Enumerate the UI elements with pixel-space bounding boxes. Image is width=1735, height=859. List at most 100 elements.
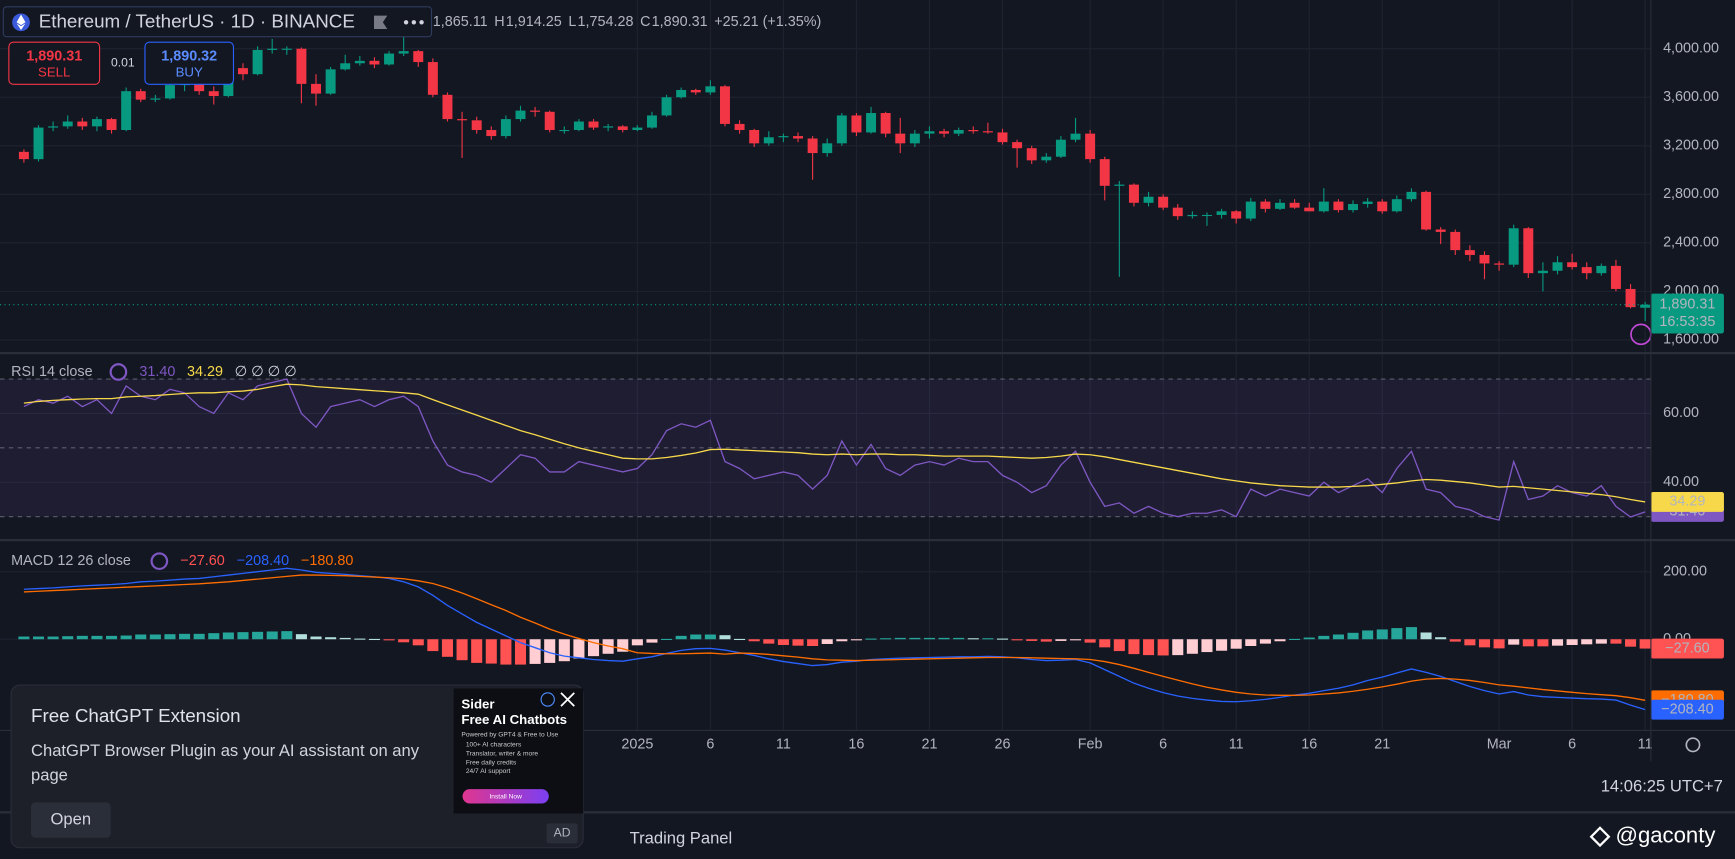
candle-body <box>91 119 102 127</box>
candle-body <box>895 133 906 144</box>
x-tick-label: 16 <box>1301 737 1317 753</box>
candle-body <box>398 51 409 54</box>
histogram-bar <box>252 631 264 640</box>
x-tick-label: Mar <box>1487 737 1512 753</box>
buy-button[interactable] <box>144 41 235 85</box>
histogram-bar <box>47 636 59 640</box>
candle-body <box>369 60 380 65</box>
histogram-bar <box>1595 639 1607 644</box>
histogram-bar <box>690 634 702 640</box>
y-tick-label: 3,200.00 <box>1663 138 1719 154</box>
candle-body <box>325 69 336 94</box>
x-tick-label: 21 <box>1374 737 1390 753</box>
clock[interactable]: 14:06:25 UTC+7 <box>1601 776 1723 795</box>
histogram-bar <box>982 638 994 640</box>
rsi-settings-icon[interactable] <box>109 363 128 381</box>
candle-body <box>953 130 964 134</box>
histogram-bar <box>1566 639 1578 645</box>
y-tick-label: 2,400.00 <box>1663 235 1719 251</box>
ad-bullet: 100+ AI characters <box>466 742 522 749</box>
more-icon[interactable] <box>403 20 424 25</box>
sell-label: SELL <box>38 65 70 80</box>
x-tick-label: 16 <box>848 737 864 753</box>
ad-install-button[interactable] <box>462 789 549 804</box>
candle-body <box>1640 304 1651 308</box>
ad-close-icon[interactable] <box>560 692 575 707</box>
histogram-bar <box>1522 639 1534 647</box>
histogram-bar <box>1610 639 1622 644</box>
candle-body <box>1479 254 1490 264</box>
histogram-bar <box>792 639 804 646</box>
candle-body <box>1128 184 1139 203</box>
histogram-bar <box>91 635 103 640</box>
histogram-bar <box>32 636 45 640</box>
histogram-bar <box>1376 629 1388 640</box>
histogram-bar <box>179 633 191 640</box>
histogram-bar <box>923 637 935 640</box>
candle-body <box>1567 262 1578 268</box>
histogram-bar <box>880 638 892 640</box>
candle-body <box>413 51 424 63</box>
macd-settings-icon[interactable] <box>150 552 169 571</box>
histogram-bar <box>1537 639 1549 647</box>
candle-body <box>1026 148 1037 161</box>
candle-body <box>1333 201 1344 211</box>
histogram-bar <box>164 634 176 640</box>
candle-body <box>500 119 511 137</box>
y-tick-label: 200.00 <box>1663 563 1707 579</box>
y-tick-label: 1,600.00 <box>1663 332 1719 348</box>
histogram-bar <box>1201 639 1213 653</box>
candle-body <box>676 89 687 98</box>
histogram-bar <box>237 632 249 640</box>
candle-body <box>486 130 497 137</box>
histogram-bar <box>1318 635 1330 640</box>
ohlc-value: 1,754.28 <box>578 14 634 30</box>
y-tick-label: 40.00 <box>1663 474 1699 490</box>
series-last-label: 34.29 <box>1669 494 1705 510</box>
candle-body <box>793 136 803 139</box>
settings-icon[interactable] <box>1685 737 1701 753</box>
histogram-bar <box>967 638 979 640</box>
histogram-bar <box>222 632 234 640</box>
y-tick-label: 2,800.00 <box>1663 186 1719 202</box>
histogram-bar <box>295 634 307 640</box>
histogram-bar <box>310 636 322 640</box>
candle-body <box>77 121 88 127</box>
histogram-bar <box>631 639 643 646</box>
candle-body <box>909 133 920 144</box>
histogram-bar <box>1508 639 1520 645</box>
candle-body <box>442 94 453 120</box>
x-tick-label: Feb <box>1078 737 1103 753</box>
ad-body-box: ChatGPT Browser Plugin as your AI assist… <box>31 742 419 785</box>
symbol-box[interactable] <box>2 6 433 38</box>
sell-price: 1,890.31 <box>26 48 82 64</box>
histogram-bar <box>500 639 512 665</box>
histogram-bar <box>193 633 205 640</box>
ad-open-button[interactable] <box>30 802 111 838</box>
candle-body <box>62 121 73 127</box>
trading-panel-tab[interactable]: Trading Panel <box>630 828 733 847</box>
histogram-bar <box>1084 639 1096 643</box>
histogram-bar <box>675 635 687 640</box>
histogram-bar <box>1625 639 1637 647</box>
histogram-bar <box>62 636 74 640</box>
candle-body <box>1216 211 1227 215</box>
candle-body <box>1625 288 1636 308</box>
flag-icon[interactable] <box>373 15 388 29</box>
histogram-bar <box>661 638 673 641</box>
ad-info-icon[interactable] <box>540 692 555 707</box>
histogram-bar <box>1055 639 1067 641</box>
symbol-title: Ethereum / TetherUS · 1D · BINANCE <box>39 10 355 31</box>
buy-label: BUY <box>176 65 203 80</box>
sell-button[interactable] <box>8 41 101 85</box>
candle-body <box>749 130 760 144</box>
histogram-bar <box>719 635 731 640</box>
histogram-bar <box>1493 639 1505 649</box>
histogram-bar <box>909 637 921 640</box>
candle-body <box>588 121 599 128</box>
histogram-bar <box>1391 628 1403 640</box>
candle-body <box>1596 265 1607 274</box>
histogram-bar <box>1026 639 1038 641</box>
histogram-bar <box>427 639 439 652</box>
last-price-bg <box>1650 293 1724 334</box>
